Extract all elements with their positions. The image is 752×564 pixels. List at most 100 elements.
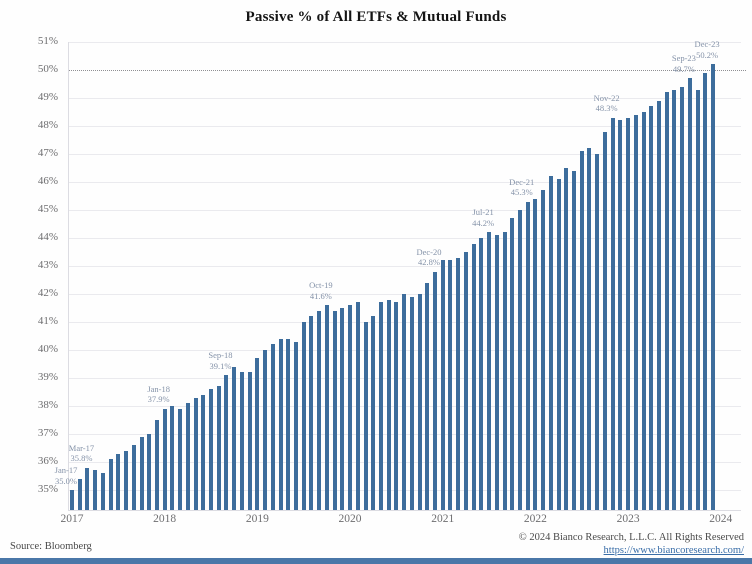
bar [193, 397, 198, 510]
chart-title: Passive % of All ETFs & Mutual Funds [245, 9, 507, 25]
bar [170, 406, 175, 510]
bar [162, 408, 167, 510]
x-axis-year-label: 2024 [709, 513, 733, 525]
annotation-value: 42.8% [418, 257, 440, 268]
bar [293, 341, 298, 510]
y-axis-tick-label: 36% [37, 455, 58, 467]
bar [147, 434, 152, 510]
y-axis-tick-label: 41% [37, 315, 58, 327]
bar [633, 114, 638, 510]
y-axis-tick-label: 43% [37, 259, 58, 271]
annotation-value: 45.3% [510, 187, 533, 198]
annotation-month: Jan-17 [54, 465, 78, 475]
y-axis-tick-label: 47% [37, 147, 58, 159]
annotation-value: 35.0% [55, 475, 77, 486]
x-axis-spine [68, 510, 741, 511]
y-axis-tick-label: 38% [37, 399, 58, 411]
bar [116, 453, 121, 510]
bar [510, 218, 515, 510]
bar [70, 490, 74, 510]
bar [317, 310, 322, 510]
bar [108, 459, 113, 510]
x-axis-year-label: 2021 [431, 513, 455, 525]
bottom-accent-strip [0, 558, 752, 564]
annotation-month: Mar-17 [68, 442, 95, 453]
bar [417, 294, 422, 510]
bar [201, 394, 206, 510]
bar [456, 257, 461, 510]
bar-annotation: Mar-17 35.8% [69, 443, 94, 464]
y-axis-tick-label: 44% [37, 231, 58, 243]
annotation-month: Jul-21 [472, 207, 494, 218]
bar [471, 243, 476, 510]
bar [324, 305, 329, 510]
bar [402, 294, 407, 510]
bar [139, 436, 144, 510]
bar [332, 310, 337, 510]
bar [564, 168, 569, 510]
bar [378, 302, 383, 510]
annotation-month: Dec-23 [694, 39, 720, 50]
bar [440, 260, 445, 510]
annotation-value: 48.3% [595, 103, 618, 114]
bar [239, 372, 244, 510]
bar-annotation: Sep-18 39.1% [208, 350, 232, 371]
bar [664, 92, 669, 510]
bar-annotation: Dec-20 42.8% [416, 247, 441, 268]
bar [595, 154, 600, 510]
y-axis-tick-label: 40% [37, 343, 58, 355]
gridline [68, 154, 741, 155]
bar [154, 420, 159, 510]
bar [687, 78, 692, 510]
y-axis-spine [68, 42, 69, 510]
y-axis-tick-label: 45% [37, 203, 58, 215]
bar [641, 112, 646, 510]
bar [703, 72, 708, 510]
bar [680, 86, 685, 510]
bar [433, 271, 437, 510]
x-axis-year-label: 2022 [523, 513, 547, 525]
bar [541, 190, 546, 510]
bar [85, 467, 90, 510]
bar-annotation: Jan-17 35.0% [55, 465, 78, 486]
annotation-value: 35.8% [70, 453, 93, 464]
bar [587, 148, 592, 510]
bar [711, 64, 716, 510]
x-axis-year-label: 2023 [616, 513, 640, 525]
bar [657, 100, 661, 510]
bar-annotation: Oct-19 41.6% [309, 280, 333, 301]
gridline [68, 126, 741, 127]
annotation-value: 50.2% [696, 49, 719, 60]
bar [100, 473, 105, 510]
y-axis-tick-label: 51% [37, 35, 58, 47]
annotation-value: 39.1% [209, 360, 232, 371]
bar [409, 296, 414, 510]
bar [247, 372, 252, 510]
gridline [68, 210, 741, 211]
bar [672, 89, 677, 510]
bar [309, 316, 314, 510]
y-axis-tick-label: 39% [37, 371, 58, 383]
annotation-month: Sep-18 [208, 350, 233, 361]
annotation-value: 44.2% [472, 217, 495, 228]
x-axis-year-label: 2019 [245, 513, 269, 525]
bar [224, 375, 229, 510]
bar-annotation: Dec-23 50.2% [695, 39, 720, 60]
x-axis-year-label: 2017 [60, 513, 84, 525]
bar [371, 316, 376, 510]
bar [572, 170, 577, 510]
gridline [68, 266, 741, 267]
bar [695, 89, 700, 510]
website-link[interactable]: https://www.biancoresearch.com/ [603, 545, 744, 556]
bar [77, 478, 82, 510]
reference-line-50pct [68, 70, 746, 71]
bar [301, 322, 306, 510]
source-note: Source: Bloomberg [10, 541, 92, 552]
bar [463, 252, 468, 510]
bar [602, 131, 607, 510]
bar [131, 445, 136, 510]
bar [533, 198, 538, 510]
gridline [68, 182, 741, 183]
bar [286, 338, 291, 510]
bar [487, 232, 492, 510]
